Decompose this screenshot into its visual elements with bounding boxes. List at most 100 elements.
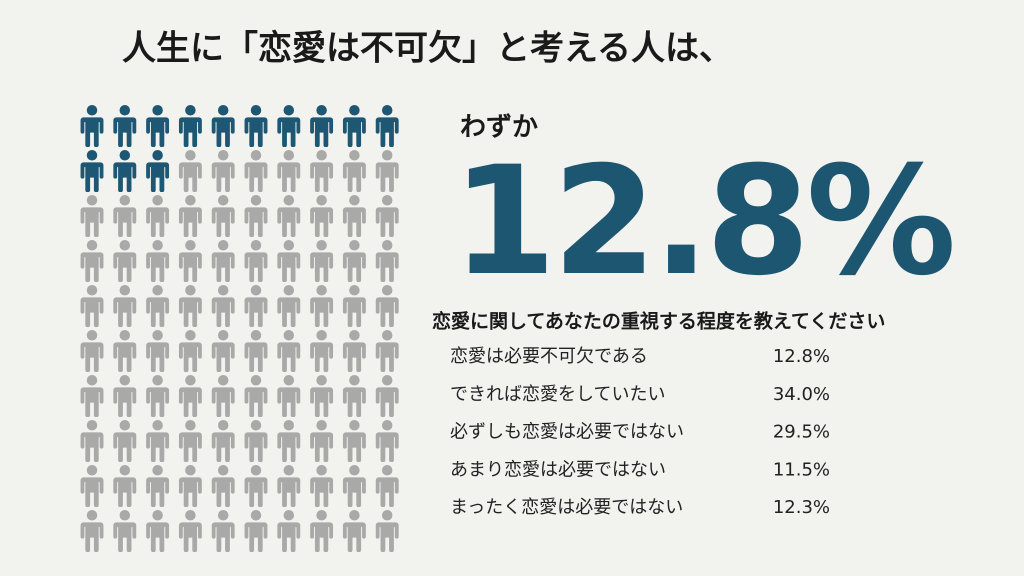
answer-label: 恋愛は必要不可欠である <box>450 345 648 367</box>
person <box>342 375 366 417</box>
person <box>80 465 104 507</box>
person <box>244 375 268 417</box>
person <box>80 240 104 282</box>
person <box>375 375 399 417</box>
person <box>113 330 137 372</box>
person <box>375 330 399 372</box>
person <box>211 150 235 192</box>
person-highlight <box>113 150 137 192</box>
person <box>146 375 170 417</box>
answer-value: 12.8% <box>773 346 830 367</box>
person-highlight <box>342 105 366 147</box>
title: 人生に「恋愛は不可欠」と考える人は、 <box>122 29 733 69</box>
person <box>277 285 301 327</box>
person <box>277 465 301 507</box>
person-highlight <box>277 105 301 147</box>
person <box>146 330 170 372</box>
person <box>375 420 399 462</box>
person-highlight <box>244 105 268 147</box>
person <box>178 375 202 417</box>
person <box>244 285 268 327</box>
person-highlight <box>146 105 170 147</box>
person <box>277 330 301 372</box>
person <box>146 240 170 282</box>
person <box>146 510 170 552</box>
person <box>244 465 268 507</box>
person <box>80 195 104 237</box>
answer-label: できれば恋愛をしていたい <box>450 383 665 405</box>
person <box>342 465 366 507</box>
person <box>80 375 104 417</box>
person <box>113 420 137 462</box>
person <box>310 375 334 417</box>
person <box>211 330 235 372</box>
person <box>277 420 301 462</box>
person-highlight <box>80 150 104 192</box>
person <box>310 195 334 237</box>
person <box>211 195 235 237</box>
person-highlight <box>310 105 334 147</box>
person <box>113 195 137 237</box>
person <box>113 240 137 282</box>
person <box>146 465 170 507</box>
person <box>310 330 334 372</box>
person <box>178 465 202 507</box>
person <box>211 375 235 417</box>
person <box>375 285 399 327</box>
person-highlight <box>113 105 137 147</box>
person <box>244 195 268 237</box>
question: 恋愛に関してあなたの重視する程度を教えてください <box>432 310 885 333</box>
person <box>80 510 104 552</box>
person <box>178 330 202 372</box>
person <box>310 465 334 507</box>
answer-label: 必ずしも恋愛は必要ではない <box>450 421 684 443</box>
person <box>310 150 334 192</box>
answer-label: あまり恋愛は必要ではない <box>450 458 666 480</box>
person <box>310 510 334 552</box>
person <box>211 465 235 507</box>
person <box>342 420 366 462</box>
person <box>80 330 104 372</box>
answer-value: 29.5% <box>773 422 830 443</box>
person <box>375 240 399 282</box>
pictogram <box>80 105 399 552</box>
person <box>113 375 137 417</box>
person <box>375 510 399 552</box>
answer-value: 11.5% <box>773 459 830 480</box>
person <box>375 465 399 507</box>
person-highlight <box>80 105 104 147</box>
person <box>80 285 104 327</box>
person <box>342 285 366 327</box>
person <box>178 420 202 462</box>
answer-label: まったく恋愛は必要ではない <box>450 496 683 518</box>
person <box>211 285 235 327</box>
person <box>342 510 366 552</box>
person <box>277 375 301 417</box>
person <box>113 465 137 507</box>
person <box>342 195 366 237</box>
person <box>310 420 334 462</box>
answer-value: 34.0% <box>773 384 830 405</box>
person <box>277 195 301 237</box>
person <box>146 285 170 327</box>
person <box>277 240 301 282</box>
person <box>113 510 137 552</box>
person <box>375 150 399 192</box>
person <box>277 150 301 192</box>
person <box>113 285 137 327</box>
person <box>244 240 268 282</box>
person <box>146 420 170 462</box>
person <box>178 240 202 282</box>
person <box>211 420 235 462</box>
lead: わずか <box>460 113 538 143</box>
person <box>178 285 202 327</box>
person <box>178 195 202 237</box>
headline: 12.8% <box>452 135 952 309</box>
person <box>211 240 235 282</box>
answer-list: 恋愛は必要不可欠である 12.8% できれば恋愛をしていたい 34.0% 必ずしも恋愛は… <box>450 345 830 518</box>
person <box>277 510 301 552</box>
person <box>310 285 334 327</box>
person <box>80 420 104 462</box>
person <box>244 150 268 192</box>
